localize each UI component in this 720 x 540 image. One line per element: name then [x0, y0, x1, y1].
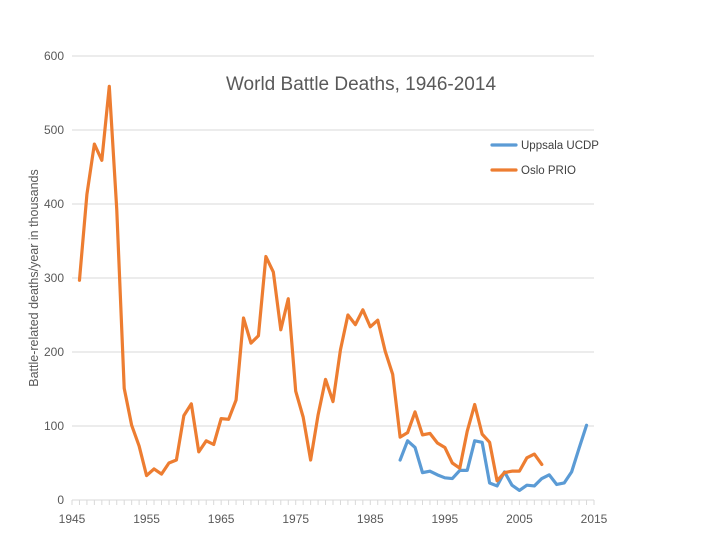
x-tick-label: 1975: [282, 512, 309, 526]
series-line-uppsala-ucdp: [398, 423, 589, 492]
x-tick-label: 1995: [432, 512, 459, 526]
series-line-oslo-prio: [77, 84, 544, 483]
y-tick-label: 500: [44, 123, 64, 137]
x-tick-label: 2015: [581, 512, 608, 526]
y-axis-ticks: 0 100 200 300 400 500 600: [44, 49, 64, 507]
y-tick-label: 400: [44, 197, 64, 211]
legend-label-oslo-prio: Oslo PRIO: [521, 165, 576, 177]
legend-label-uppsala-ucdp: Uppsala UCDP: [521, 140, 599, 152]
x-tick-label: 2005: [506, 512, 533, 526]
gridlines: [72, 55, 594, 427]
y-tick-label: 300: [44, 271, 64, 285]
x-tick-label: 1955: [133, 512, 160, 526]
y-tick-label: 0: [57, 493, 64, 507]
x-tick-label: 1965: [208, 512, 235, 526]
y-tick-label: 200: [44, 345, 64, 359]
y-tick-label: 600: [44, 49, 64, 63]
x-tick-label: 1945: [59, 512, 86, 526]
x-tick-label: 1985: [357, 512, 384, 526]
x-axis-ticks: 1945 1955 1965 1975 1985 1995 2005 2015: [59, 500, 608, 526]
series-lines: [77, 84, 589, 492]
y-axis-title: Battle-related deaths/year in thousands: [27, 169, 41, 387]
legend: Uppsala UCDP Oslo PRIO: [490, 140, 599, 177]
y-tick-label: 100: [44, 419, 64, 433]
chart-title: World Battle Deaths, 1946-2014: [226, 74, 496, 95]
